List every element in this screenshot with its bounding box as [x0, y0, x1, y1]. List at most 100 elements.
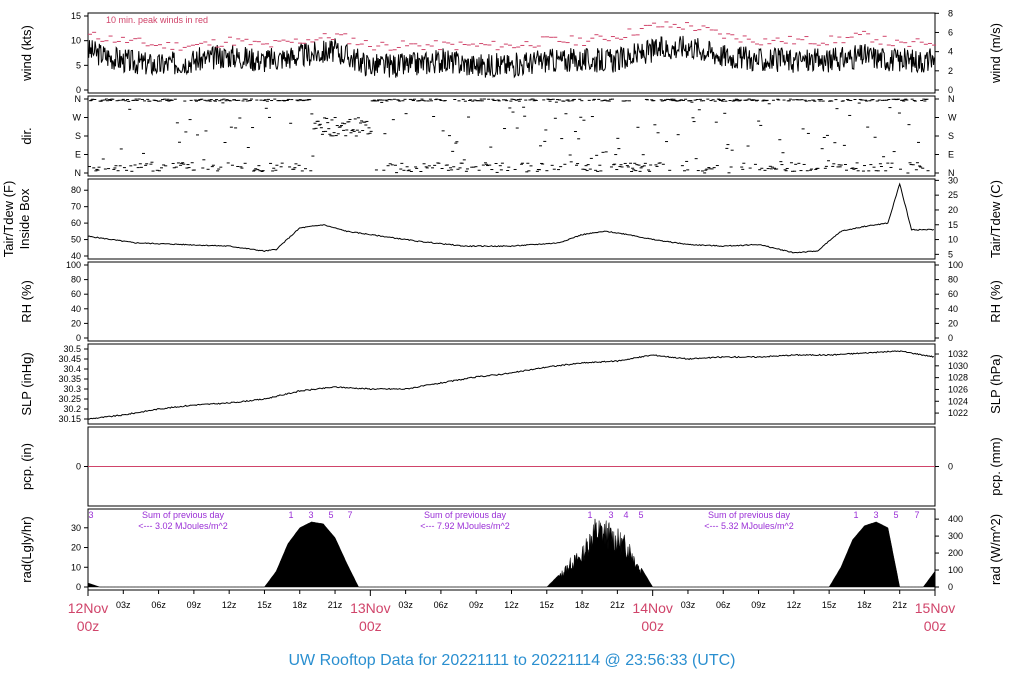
peak-wind-note: 10 min. peak winds in red [106, 15, 208, 25]
date-hour-label: 00z [924, 618, 947, 634]
ytick-right-direction: S [948, 131, 954, 141]
xtick-label: 12z [787, 600, 802, 610]
ylabel-right-wind: wind (m/s) [988, 23, 1003, 84]
panel-frame-wind [87, 12, 936, 94]
ytick-wind: 15 [71, 11, 81, 21]
ylabel-humidity: RH (%) [19, 280, 34, 323]
radiation-series [87, 518, 936, 588]
ytick-right-humidity: 0 [948, 333, 953, 343]
ytick-right-wind: 2 [948, 66, 953, 76]
ylabel-precipitation: pcp. (in) [19, 443, 34, 490]
xtick-label: 09z [187, 600, 202, 610]
ytick-precipitation: 0 [76, 462, 81, 472]
ytick-right-pressure: 1028 [948, 373, 968, 383]
uv-marker: 3 [88, 510, 93, 520]
uv-marker: 7 [347, 510, 352, 520]
ytick-right-humidity: 60 [948, 289, 958, 299]
ytick-right-humidity: 100 [948, 260, 963, 270]
radiation-note-value: <--- 3.02 MJoules/m^2 [138, 521, 228, 531]
xtick-label: 21z [892, 600, 907, 610]
ytick-right-humidity: 80 [948, 275, 958, 285]
radiation-note-value: <--- 5.32 MJoules/m^2 [704, 521, 794, 531]
ytick-right-precipitation: 0 [948, 462, 953, 472]
xtick-label: 18z [857, 600, 872, 610]
xtick-label: 06z [151, 600, 166, 610]
ylabel-radiation: rad(Lgly/hr) [19, 516, 34, 582]
ytick-right-temperature: 5 [948, 249, 953, 259]
ytick-right-wind: 6 [948, 27, 953, 37]
date-label: 14Nov [632, 600, 672, 616]
xtick-label: 15z [257, 600, 272, 610]
ytick-radiation: 0 [76, 582, 81, 592]
ytick-direction: W [73, 113, 82, 123]
ytick-temperature: 80 [71, 185, 81, 195]
ytick-humidity: 100 [66, 260, 81, 270]
xtick-label: 03z [398, 600, 413, 610]
xtick-label: 15z [822, 600, 837, 610]
ytick-wind: 0 [76, 85, 81, 95]
ytick-humidity: 80 [71, 275, 81, 285]
ytick-direction: N [75, 94, 82, 104]
xtick-label: 21z [610, 600, 625, 610]
ytick-right-wind: 8 [948, 8, 953, 18]
panel-frame-pressure [87, 343, 936, 425]
ytick-direction: S [75, 131, 81, 141]
uv-marker: 1 [587, 510, 592, 520]
ytick-right-wind: 4 [948, 47, 953, 57]
uv-marker: 3 [873, 510, 878, 520]
ylabel-pressure: SLP (inHg) [19, 352, 34, 415]
ytick-right-direction: W [948, 113, 957, 123]
ytick-right-temperature: 30 [948, 175, 958, 185]
xtick-label: 12z [504, 600, 519, 610]
ytick-pressure: 30.35 [58, 374, 81, 384]
ytick-pressure: 30.4 [63, 364, 81, 374]
xtick-label: 18z [292, 600, 307, 610]
uv-marker: 5 [328, 510, 333, 520]
ytick-right-humidity: 20 [948, 318, 958, 328]
ytick-right-radiation: 200 [948, 548, 963, 558]
ytick-direction: E [75, 150, 81, 160]
ytick-pressure: 30.3 [63, 384, 81, 394]
ylabel-temperature: Tair/Tdew (F) [1, 181, 16, 258]
ylabel-right-pressure: SLP (hPa) [988, 354, 1003, 414]
uv-marker: 1 [853, 510, 858, 520]
ytick-humidity: 0 [76, 333, 81, 343]
ytick-pressure: 30.2 [63, 404, 81, 414]
ytick-pressure: 30.5 [63, 344, 81, 354]
ytick-temperature: 60 [71, 218, 81, 228]
panel-frame-temperature [87, 178, 936, 260]
ytick-pressure: 30.25 [58, 394, 81, 404]
radiation-note-value: <--- 7.92 MJoules/m^2 [420, 521, 510, 531]
ytick-right-pressure: 1026 [948, 384, 968, 394]
ytick-pressure: 30.45 [58, 354, 81, 364]
ytick-right-temperature: 25 [948, 190, 958, 200]
ytick-right-wind: 0 [948, 85, 953, 95]
uv-marker: 3 [608, 510, 613, 520]
date-label: 12Nov [68, 600, 108, 616]
uv-marker: 5 [893, 510, 898, 520]
ylabel-sub-temperature: Inside Box [17, 188, 32, 249]
chart-title: UW Rooftop Data for 20221111 to 20221114… [288, 652, 735, 669]
ytick-right-temperature: 10 [948, 235, 958, 245]
date-label: 13Nov [350, 600, 390, 616]
ytick-right-pressure: 1024 [948, 396, 968, 406]
ytick-humidity: 60 [71, 289, 81, 299]
ytick-humidity: 40 [71, 304, 81, 314]
ytick-right-temperature: 20 [948, 205, 958, 215]
ytick-humidity: 20 [71, 318, 81, 328]
ytick-right-radiation: 100 [948, 565, 963, 575]
date-hour-label: 00z [641, 618, 664, 634]
ylabel-right-precipitation: pcp. (mm) [988, 437, 1003, 496]
uv-marker: 7 [914, 510, 919, 520]
ytick-right-pressure: 1032 [948, 349, 968, 359]
radiation-note-title: Sum of previous day [708, 510, 791, 520]
uv-marker: 4 [623, 510, 628, 520]
ytick-wind: 10 [71, 36, 81, 46]
ytick-temperature: 40 [71, 251, 81, 261]
ytick-right-humidity: 40 [948, 304, 958, 314]
date-hour-label: 00z [77, 618, 100, 634]
ytick-right-direction: N [948, 168, 955, 178]
ytick-right-temperature: 15 [948, 220, 958, 230]
radiation-note-title: Sum of previous day [424, 510, 507, 520]
